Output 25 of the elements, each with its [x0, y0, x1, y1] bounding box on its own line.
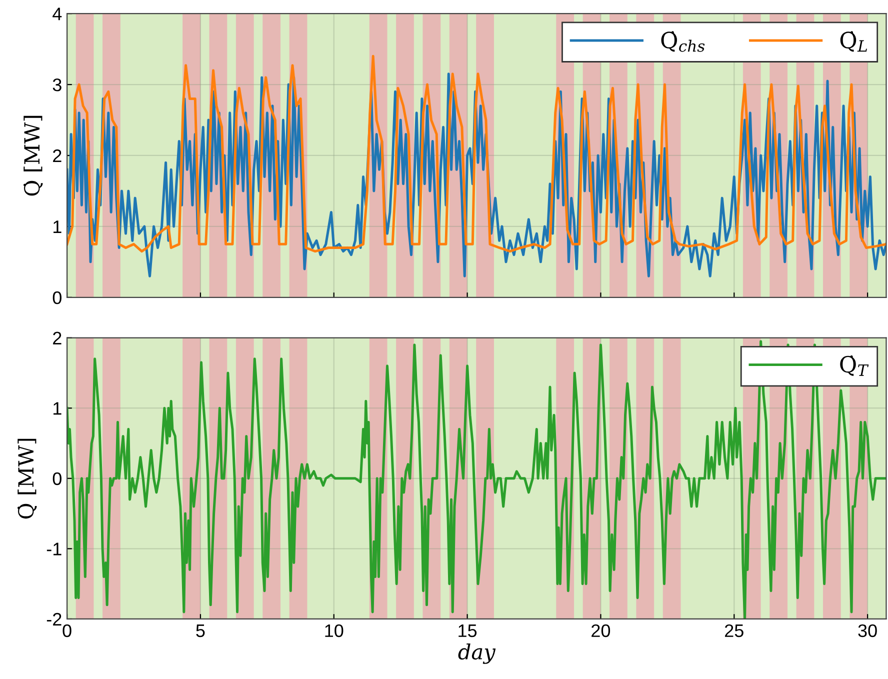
- y-tick-label: 0: [52, 472, 62, 486]
- x-tick-label: 20: [592, 624, 610, 638]
- y-tick-label: 2: [53, 332, 62, 344]
- y-tick-label: 1: [54, 220, 62, 233]
- legend-label: Q̇$_{L}$: [840, 31, 867, 52]
- y-tick-label: -2: [46, 612, 62, 626]
- y-tick-label: 1: [54, 402, 62, 415]
- y-tick-label: -1: [46, 542, 62, 556]
- y-axis-title: Q̇ [MW]: [18, 438, 37, 519]
- legend-label: Q̇$_{T}$: [840, 355, 869, 376]
- line-series: [67, 340, 886, 619]
- y-tick-label: 2: [53, 149, 62, 162]
- y-tick-label: 4: [52, 8, 62, 20]
- y-tick-label: 0: [52, 291, 62, 304]
- x-tick-label: 25: [724, 624, 744, 638]
- x-tick-label: 15: [458, 624, 477, 638]
- x-tick-label: 10: [325, 624, 344, 638]
- y-axis-title: Q̇ [MW]: [24, 116, 43, 196]
- line-series: [67, 54, 886, 253]
- legend-label: Q̇$_{chs}$: [661, 31, 705, 52]
- x-tick-label: 5: [196, 624, 205, 638]
- x-axis-title: day: [458, 643, 496, 664]
- y-tick-label: 3: [52, 78, 62, 92]
- x-tick-label: 0: [62, 624, 72, 638]
- x-tick-label: 30: [858, 624, 877, 638]
